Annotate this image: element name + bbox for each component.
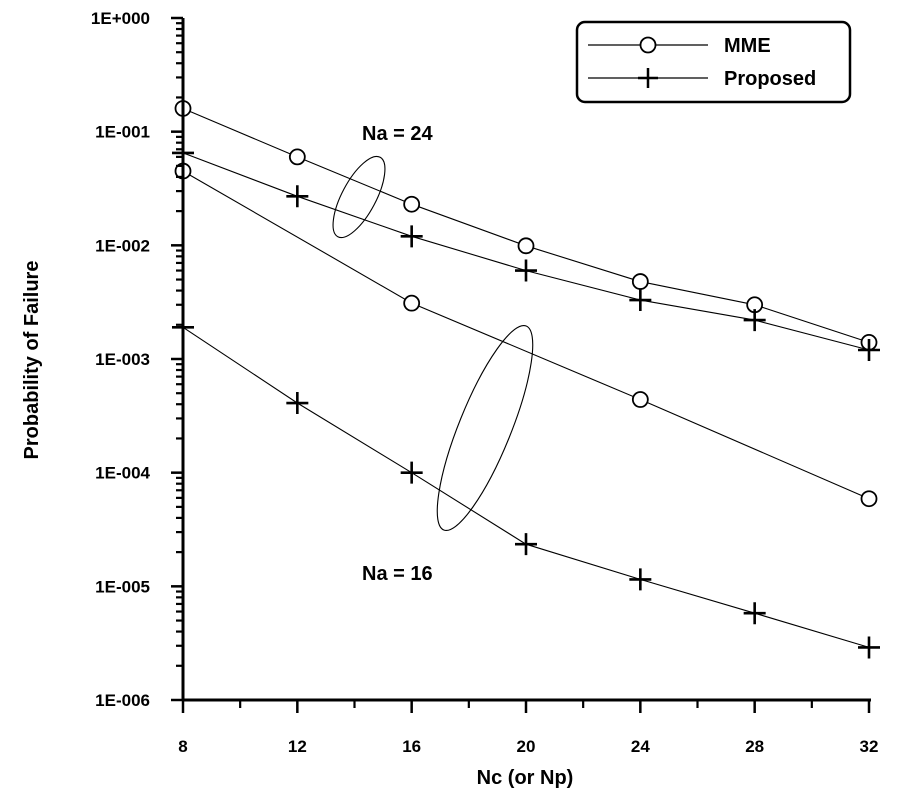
x-tick-label: 32: [860, 737, 879, 756]
data-point-plus: [629, 568, 652, 591]
na16-ellipse: [436, 324, 534, 532]
data-point-circle: [860, 490, 878, 508]
data-point-plus: [515, 259, 537, 282]
data-point-plus: [286, 392, 309, 415]
x-tick-label: 20: [517, 737, 536, 756]
data-point-plus: [629, 289, 652, 312]
data-point-plus: [743, 309, 766, 332]
x-tick-label: 24: [631, 737, 650, 756]
na24-ellipse: [332, 155, 386, 239]
series-line-3: [182, 326, 870, 648]
data-point-circle: [517, 237, 535, 255]
data-point-plus: [400, 461, 423, 484]
legend: MME Proposed: [575, 20, 852, 104]
data-point-circle: [403, 294, 421, 312]
y-tick-label: 1E-001: [95, 123, 150, 142]
data-point-plus: [858, 636, 880, 659]
data-point-circle: [631, 273, 649, 290]
x-tick-label: 16: [402, 737, 421, 756]
data-point-plus: [858, 339, 880, 361]
data-point-circle: [631, 391, 649, 408]
data-point-plus: [400, 225, 423, 248]
x-tick-label: 12: [288, 737, 307, 756]
data-point-plus: [515, 533, 537, 556]
legend-label-proposed: Proposed: [724, 68, 816, 90]
data-point-plus: [743, 602, 766, 625]
x-axis-title: Nc (or Np): [477, 767, 574, 789]
y-tick-label: 1E-006: [95, 691, 150, 710]
y-tick-label: 1E-005: [95, 577, 150, 596]
data-point-circle: [288, 148, 306, 166]
series-line-0: [182, 107, 870, 343]
series-lines: [182, 107, 870, 648]
axes: 1E-006 1E-005 1E-004 1E-003 1E-002 1E-001 1E+0…: [91, 9, 879, 756]
y-tick-label: 1E+000: [91, 9, 150, 28]
legend-box: [575, 20, 852, 104]
x-tick-label: 8: [178, 737, 187, 756]
annotation-na16: Na = 16: [362, 563, 433, 585]
data-point-circle: [403, 195, 421, 213]
y-axis-title: Probability of Failure: [21, 261, 43, 460]
x-tick-label: 28: [745, 737, 764, 756]
y-tick-label: 1E-003: [95, 350, 150, 369]
legend-marker-plus: [638, 68, 658, 88]
series-line-2: [182, 170, 870, 500]
y-tick-label: 1E-004: [95, 464, 150, 483]
data-point-plus: [286, 185, 309, 208]
series-markers: [172, 100, 880, 659]
legend-marker-circle: [639, 36, 657, 54]
legend-label-mme: MME: [724, 35, 771, 57]
y-tick-label: 1E-002: [95, 236, 150, 255]
annotation-na24: Na = 24: [362, 123, 433, 145]
annotations: Na = 24 Na = 16: [332, 123, 534, 585]
